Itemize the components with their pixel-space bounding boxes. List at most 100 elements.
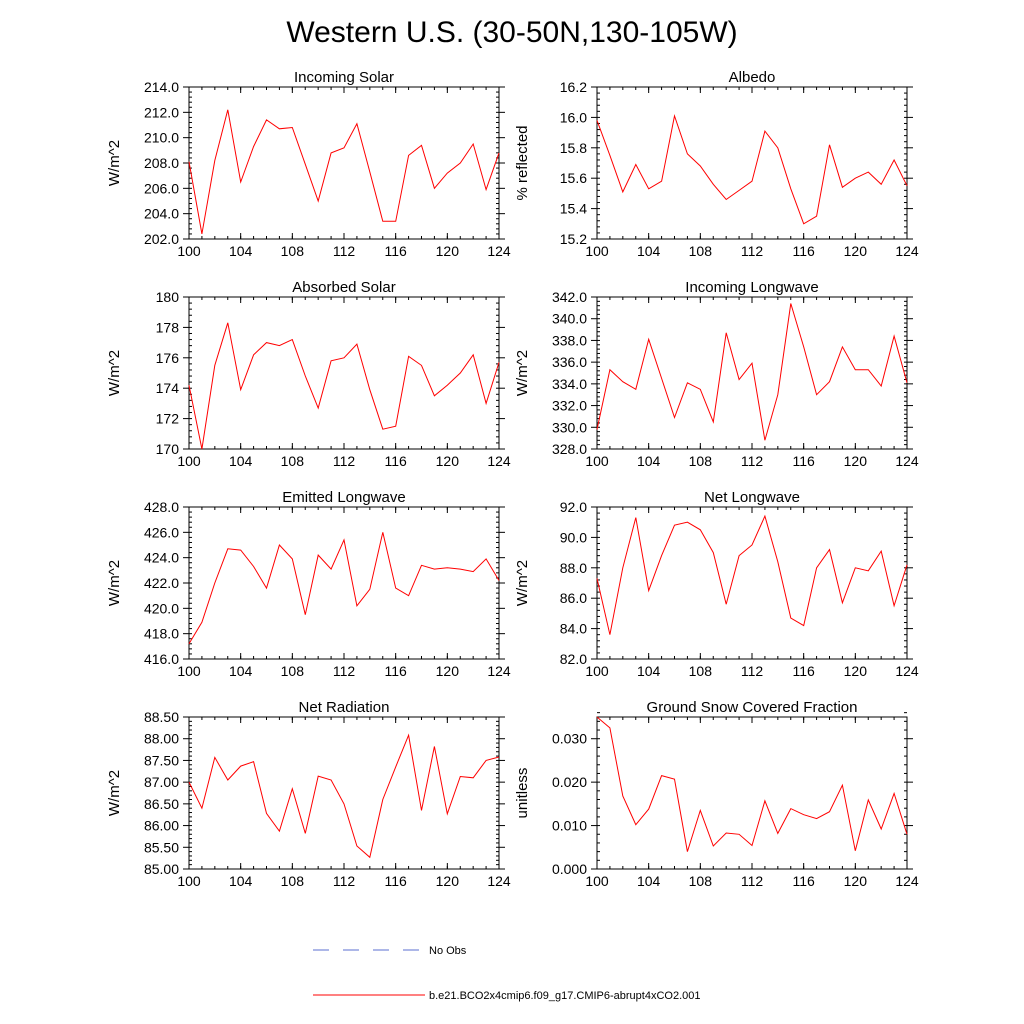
series-line [596,716,908,852]
y-tick-label: 328.0 [552,441,587,457]
y-tick-label: 16.0 [560,109,587,125]
y-tick-label: 206.0 [144,180,179,196]
y-tick-label: 178 [156,319,180,335]
y-tick-label: 422.0 [144,575,179,591]
panel-title: Albedo [729,69,776,86]
y-tick-label: 424.0 [144,550,179,566]
x-tick-label: 112 [741,873,764,889]
panel-net-radiation: Net Radiation W/m^2 100 104 108 112 116 120 124 8… [106,699,511,889]
x-tick-label: 108 [689,873,713,889]
panel-albedo: Albedo % reflected 100 104 108 112 116 120 124 15… [514,69,919,259]
series-line [596,113,908,225]
panel-title: Ground Snow Covered Fraction [647,699,858,716]
x-tick-label: 124 [895,873,919,889]
series-line [596,514,908,635]
panel-emitted-longwave: Emitted Longwave W/m^2 100 104 108 112 116 120 1… [106,489,511,679]
x-tick-label: 120 [436,663,460,679]
x-tick-label: 100 [177,873,201,889]
y-tick-label: 336.0 [552,354,587,370]
x-tick-label: 100 [585,243,609,259]
y-tick-label: 82.0 [560,651,587,667]
legend-label-model-run: b.e21.BCO2x4cmip6.f09_g17.CMIP6-abrupt4x… [429,990,701,1002]
x-tick-label: 116 [385,873,408,889]
x-tick-label: 104 [637,663,661,679]
y-tick-label: 0.030 [552,731,587,747]
x-tick-label: 120 [436,873,460,889]
x-tick-label: 116 [385,243,408,259]
panel-title: Net Radiation [299,699,390,716]
y-tick-label: 426.0 [144,524,179,540]
x-tick-label: 116 [793,243,816,259]
x-tick-label: 120 [844,873,868,889]
x-tick-label: 104 [229,453,253,469]
x-tick-label: 100 [585,453,609,469]
x-tick-label: 120 [844,243,868,259]
panel-title: Incoming Solar [294,69,394,86]
x-tick-label: 100 [177,243,201,259]
x-tick-label: 116 [793,453,816,469]
y-tick-label: 86.00 [144,818,179,834]
y-tick-label: 210.0 [144,130,179,146]
y-tick-label: 174 [156,380,180,396]
x-tick-label: 116 [385,453,408,469]
series-line [188,109,500,234]
y-tick-label: 15.6 [560,170,587,186]
y-tick-label: 88.50 [144,709,179,725]
y-tick-label: 214.0 [144,79,179,95]
series-line [188,532,500,645]
x-tick-label: 116 [385,663,408,679]
y-tick-label: 86.50 [144,796,179,812]
y-tick-label: 342.0 [552,289,587,305]
y-tick-label: 86.0 [560,590,587,606]
y-tick-label: 208.0 [144,155,179,171]
x-tick-label: 104 [637,873,661,889]
x-tick-label: 120 [844,663,868,679]
panel-grid: Incoming Solar W/m^2 100 104 108 112 116 120 124… [106,69,919,889]
y-tick-label: 332.0 [552,398,587,414]
x-tick-label: 104 [229,663,253,679]
x-tick-label: 104 [229,873,253,889]
x-tick-label: 112 [741,663,764,679]
panel-title: Emitted Longwave [282,489,405,506]
series-line [188,733,500,859]
x-tick-label: 112 [333,453,356,469]
x-tick-label: 112 [333,663,356,679]
panel-net-longwave: Net Longwave W/m^2 100 104 108 112 116 120 124 82… [514,489,919,679]
panel-incoming-longwave: Incoming Longwave W/m^2 100 104 108 112 116 120… [514,279,919,469]
y-tick-label: 87.00 [144,774,179,790]
y-axis-label: unitless [514,768,531,819]
y-tick-label: 334.0 [552,376,587,392]
y-tick-label: 180 [156,289,180,305]
x-tick-label: 112 [741,243,764,259]
y-tick-label: 204.0 [144,206,179,222]
x-tick-label: 116 [793,663,816,679]
x-tick-label: 124 [487,873,511,889]
x-tick-label: 120 [436,243,460,259]
x-tick-label: 100 [177,663,201,679]
y-tick-label: 202.0 [144,231,179,247]
series-line [188,322,500,450]
y-tick-label: 0.020 [552,774,587,790]
legend-label-no-obs: No Obs [429,945,467,957]
panel-incoming-solar: Incoming Solar W/m^2 100 104 108 112 116 120 124… [106,69,511,259]
panel-title: Net Longwave [704,489,800,506]
figure-title: Western U.S. (30-50N,130-105W) [286,16,737,49]
y-tick-label: 340.0 [552,311,587,327]
legend: No Obs b.e21.BCO2x4cmip6.f09_g17.CMIP6-a… [313,945,701,1002]
x-tick-label: 104 [637,453,661,469]
x-tick-label: 124 [487,243,511,259]
y-tick-label: 338.0 [552,332,587,348]
y-tick-label: 420.0 [144,600,179,616]
y-tick-label: 15.4 [560,201,587,217]
y-tick-label: 212.0 [144,104,179,120]
x-tick-label: 124 [895,663,919,679]
x-tick-label: 120 [436,453,460,469]
panel-absorbed-solar: Absorbed Solar W/m^2 100 104 108 112 116 120 124… [106,279,511,469]
x-tick-label: 108 [281,873,305,889]
panel-ground-snow-covered-fraction: Ground Snow Covered Fraction unitless 100 1… [514,699,919,889]
series-line [596,303,908,441]
y-axis-label: W/m^2 [106,140,123,186]
y-tick-label: 88.0 [560,560,587,576]
